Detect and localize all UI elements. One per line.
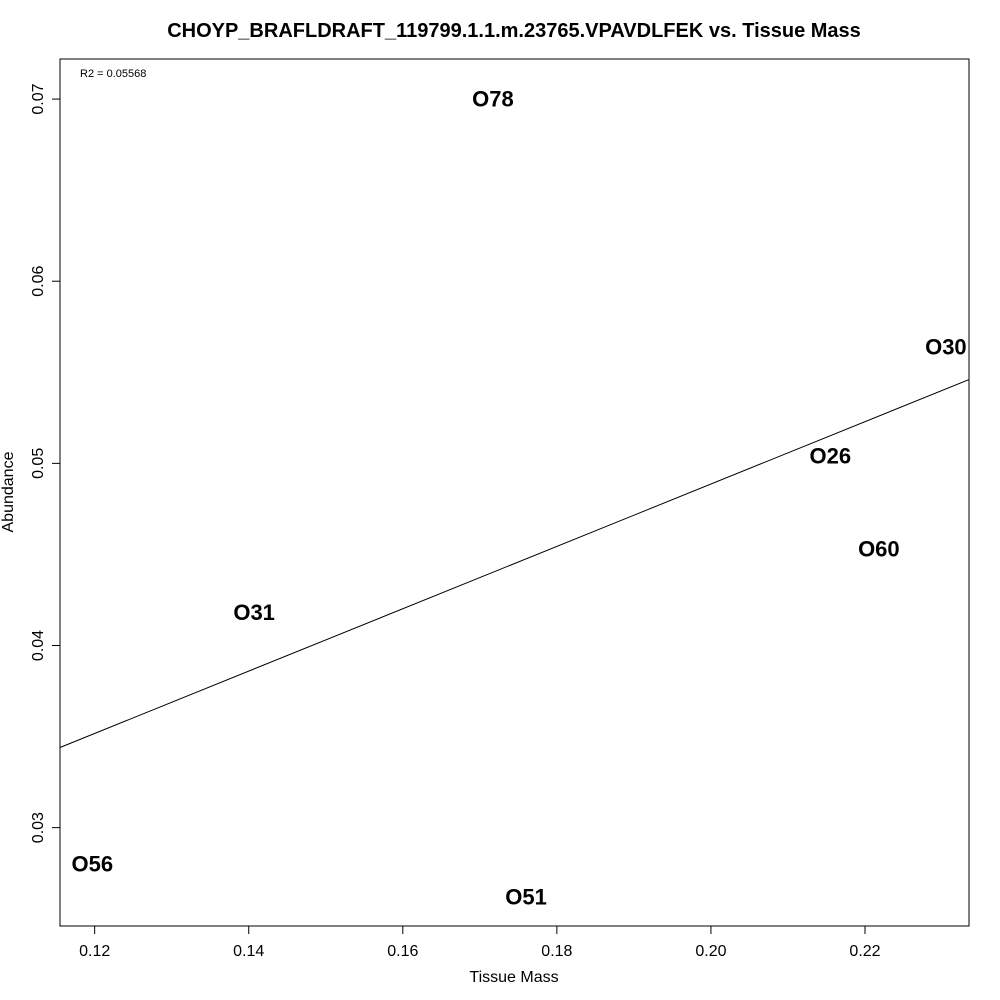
x-tick-label: 0.22 <box>849 943 880 960</box>
x-tick-label: 0.20 <box>695 943 726 960</box>
chart-title: CHOYP_BRAFLDRAFT_119799.1.1.m.23765.VPAV… <box>167 20 861 42</box>
point-label-o30: O30 <box>925 334 967 359</box>
point-label-o60: O60 <box>858 536 900 561</box>
data-points: O78 O30 O26 O60 O31 O56 O51 <box>72 87 967 910</box>
x-axis-label: Tissue Mass <box>469 969 558 986</box>
r-squared-annotation: R2 = 0.05568 <box>80 68 146 80</box>
regression-line <box>59 379 970 748</box>
x-tick-label: 0.18 <box>541 943 572 960</box>
plot-area-frame <box>59 58 970 927</box>
x-tick-label: 0.16 <box>387 943 418 960</box>
y-axis-label: Abundance <box>0 451 17 532</box>
point-label-o56: O56 <box>72 852 114 877</box>
y-tick-label: 0.05 <box>30 448 47 479</box>
point-label-o31: O31 <box>233 600 275 625</box>
point-label-o51: O51 <box>505 884 547 909</box>
x-tick-label: 0.12 <box>79 943 110 960</box>
y-axis: 0.03 0.04 0.05 0.06 0.07 <box>30 83 61 843</box>
point-label-o78: O78 <box>472 87 514 112</box>
point-label-o26: O26 <box>810 444 852 469</box>
x-axis: 0.12 0.14 0.16 0.18 0.20 0.22 <box>79 925 881 960</box>
x-tick-label: 0.14 <box>233 943 264 960</box>
y-tick-label: 0.03 <box>30 812 47 843</box>
y-tick-label: 0.07 <box>30 83 47 114</box>
y-tick-label: 0.06 <box>30 266 47 297</box>
y-tick-label: 0.04 <box>30 630 47 661</box>
